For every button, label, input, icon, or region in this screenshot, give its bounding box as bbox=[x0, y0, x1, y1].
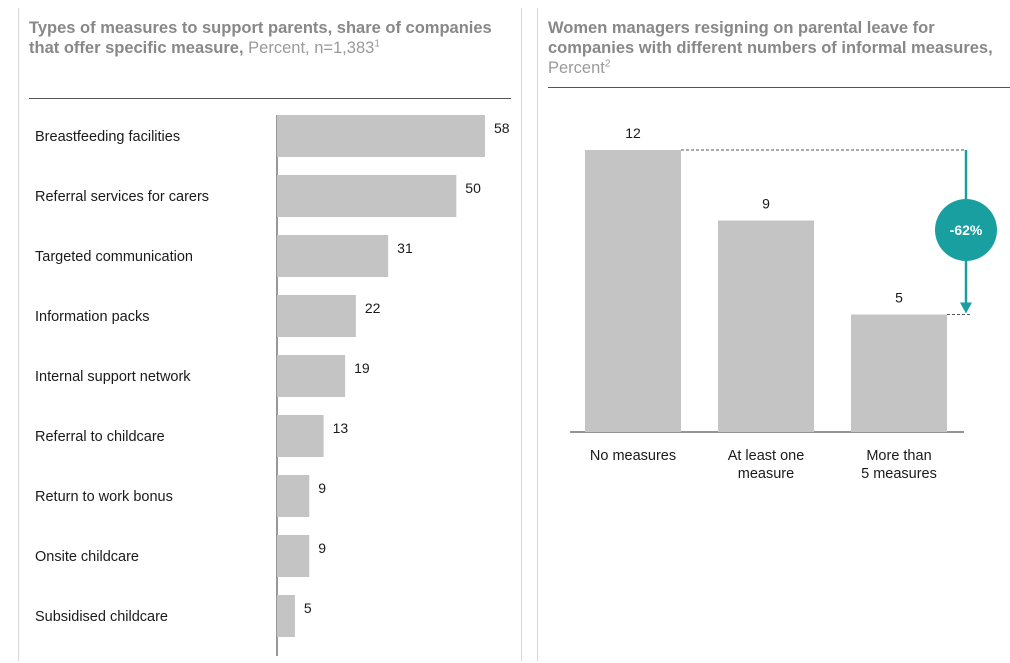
value-label-4: 19 bbox=[354, 360, 370, 376]
value-label-0: 58 bbox=[494, 120, 510, 136]
column-1 bbox=[718, 220, 814, 432]
column-category-line-1-1: measure bbox=[738, 466, 794, 482]
left-title-footnote: 1 bbox=[374, 38, 380, 50]
value-label-2: 31 bbox=[397, 240, 413, 256]
right-title-unit: Percent bbox=[548, 59, 605, 77]
left-panel: Types of measures to support parents, sh… bbox=[18, 8, 522, 661]
left-chart-title: Types of measures to support parents, sh… bbox=[29, 18, 511, 58]
left-bar-chart: Breastfeeding facilities 58 Referral servi… bbox=[35, 115, 510, 656]
column-0 bbox=[585, 150, 681, 432]
left-title-bold: Types of measures to support parents, sh… bbox=[29, 19, 492, 57]
left-title-unit: Percent, n=1,383 bbox=[243, 39, 375, 57]
bar-4 bbox=[277, 355, 346, 397]
category-label-5: Referral to childcare bbox=[35, 429, 165, 445]
bar-6 bbox=[277, 475, 310, 517]
bar-3 bbox=[277, 295, 356, 337]
bar-2 bbox=[277, 235, 389, 277]
annotation-arrowhead-icon bbox=[960, 302, 972, 314]
bar-1 bbox=[277, 175, 457, 217]
bar-0 bbox=[277, 115, 485, 157]
value-label-5: 13 bbox=[333, 420, 349, 436]
column-value-0: 12 bbox=[625, 125, 641, 141]
annotation-badge bbox=[935, 199, 997, 261]
column-2 bbox=[851, 314, 947, 432]
right-title-rule bbox=[548, 87, 1010, 88]
right-panel: Women managers resigning on parental lea… bbox=[537, 8, 1010, 661]
column-category-label-0: No measures bbox=[590, 448, 676, 464]
category-label-2: Targeted communication bbox=[35, 249, 193, 265]
column-value-2: 5 bbox=[895, 290, 903, 306]
annotation-badge-label: -62% bbox=[950, 222, 983, 238]
category-label-1: Referral services for carers bbox=[35, 189, 209, 205]
right-chart-title: Women managers resigning on parental lea… bbox=[548, 18, 1000, 78]
value-label-3: 22 bbox=[365, 300, 381, 316]
category-label-6: Return to work bonus bbox=[35, 489, 173, 505]
column-category-label-1: At least one measure bbox=[728, 448, 805, 482]
column-category-label-2: More than 5 measures bbox=[861, 448, 937, 482]
bar-8 bbox=[277, 595, 295, 637]
column-category-line-2-0: More than bbox=[866, 448, 931, 464]
right-title-bold: Women managers resigning on parental lea… bbox=[548, 19, 993, 57]
category-label-4: Internal support network bbox=[35, 369, 191, 385]
column-category-line-0-0: No measures bbox=[590, 448, 676, 464]
value-label-6: 9 bbox=[318, 480, 326, 496]
category-label-3: Information packs bbox=[35, 309, 149, 325]
value-label-7: 9 bbox=[318, 540, 326, 556]
column-category-line-1-0: At least one bbox=[728, 448, 805, 464]
category-label-7: Onsite childcare bbox=[35, 549, 139, 565]
value-label-8: 5 bbox=[304, 600, 312, 616]
left-title-rule bbox=[29, 98, 511, 99]
column-category-line-2-1: 5 measures bbox=[861, 466, 937, 482]
column-value-1: 9 bbox=[762, 196, 770, 212]
category-label-0: Breastfeeding facilities bbox=[35, 129, 180, 145]
right-title-footnote: 2 bbox=[604, 58, 611, 70]
right-column-chart: 12 No measures 9 At least one measure 5 More t… bbox=[570, 125, 997, 482]
value-label-1: 50 bbox=[465, 180, 481, 196]
bar-5 bbox=[277, 415, 324, 457]
category-label-8: Subsidised childcare bbox=[35, 609, 168, 625]
bar-7 bbox=[277, 535, 310, 577]
